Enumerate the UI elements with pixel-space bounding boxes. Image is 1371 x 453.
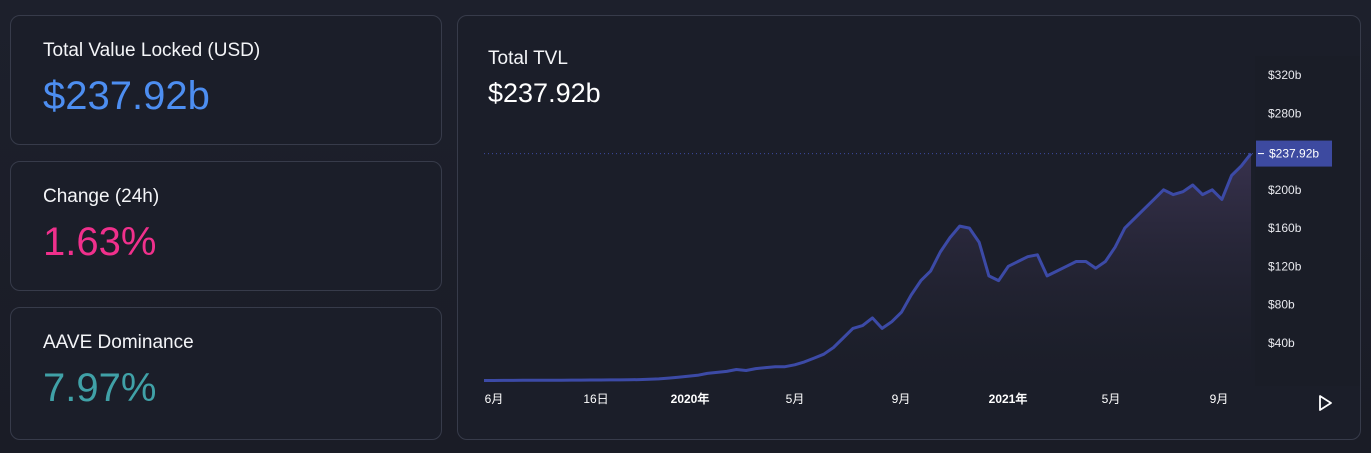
x-tick-label: 2021年: [989, 391, 1028, 406]
y-tick-label: $200b: [1268, 183, 1302, 197]
dominance-card: AAVE Dominance 7.97%: [10, 307, 442, 440]
y-tick-label: $120b: [1268, 259, 1302, 273]
y-tick-label: $320b: [1268, 68, 1302, 82]
y-tick-label: $40b: [1268, 336, 1295, 350]
x-tick-label: 6月: [485, 392, 504, 406]
x-tick-label: 2020年: [671, 391, 710, 406]
x-tick-label: 5月: [786, 392, 805, 406]
current-value-badge: [1256, 140, 1332, 167]
x-tick-label: 16日: [583, 392, 608, 406]
tvl-card: Total Value Locked (USD) $237.92b: [10, 15, 442, 145]
y-tick-label: $80b: [1268, 298, 1295, 312]
y-axis-panel: [1255, 56, 1360, 386]
tvl-label: Total Value Locked (USD): [43, 40, 261, 61]
y-tick-label: $160b: [1268, 221, 1302, 235]
current-value-label: $237.92b: [1269, 147, 1319, 161]
tvl-line: [484, 152, 1253, 382]
dominance-label: AAVE Dominance: [43, 332, 194, 353]
tvl-area: [484, 153, 1251, 381]
x-tick-label: 9月: [892, 392, 911, 406]
change-value: 1.63%: [43, 220, 157, 264]
change-label: Change (24h): [43, 186, 160, 207]
tvl-chart[interactable]: $237.92b $40b $80b $120b $160b $200b $280b $32…: [458, 16, 1361, 440]
x-tick-label: 5月: [1102, 392, 1121, 406]
chart-value: $237.92b: [488, 78, 601, 108]
y-tick-label: $280b: [1268, 106, 1302, 120]
play-button[interactable]: [1314, 392, 1336, 414]
play-icon: [1319, 395, 1332, 411]
dominance-value: 7.97%: [43, 366, 157, 410]
tvl-chart-card: Total TVL $237.92b $237.92b $40b $80b $120…: [457, 15, 1361, 440]
x-tick-label: 9月: [1210, 392, 1229, 406]
chart-title: Total TVL: [488, 48, 568, 69]
tvl-value: $237.92b: [43, 74, 210, 118]
change-card: Change (24h) 1.63%: [10, 161, 442, 291]
